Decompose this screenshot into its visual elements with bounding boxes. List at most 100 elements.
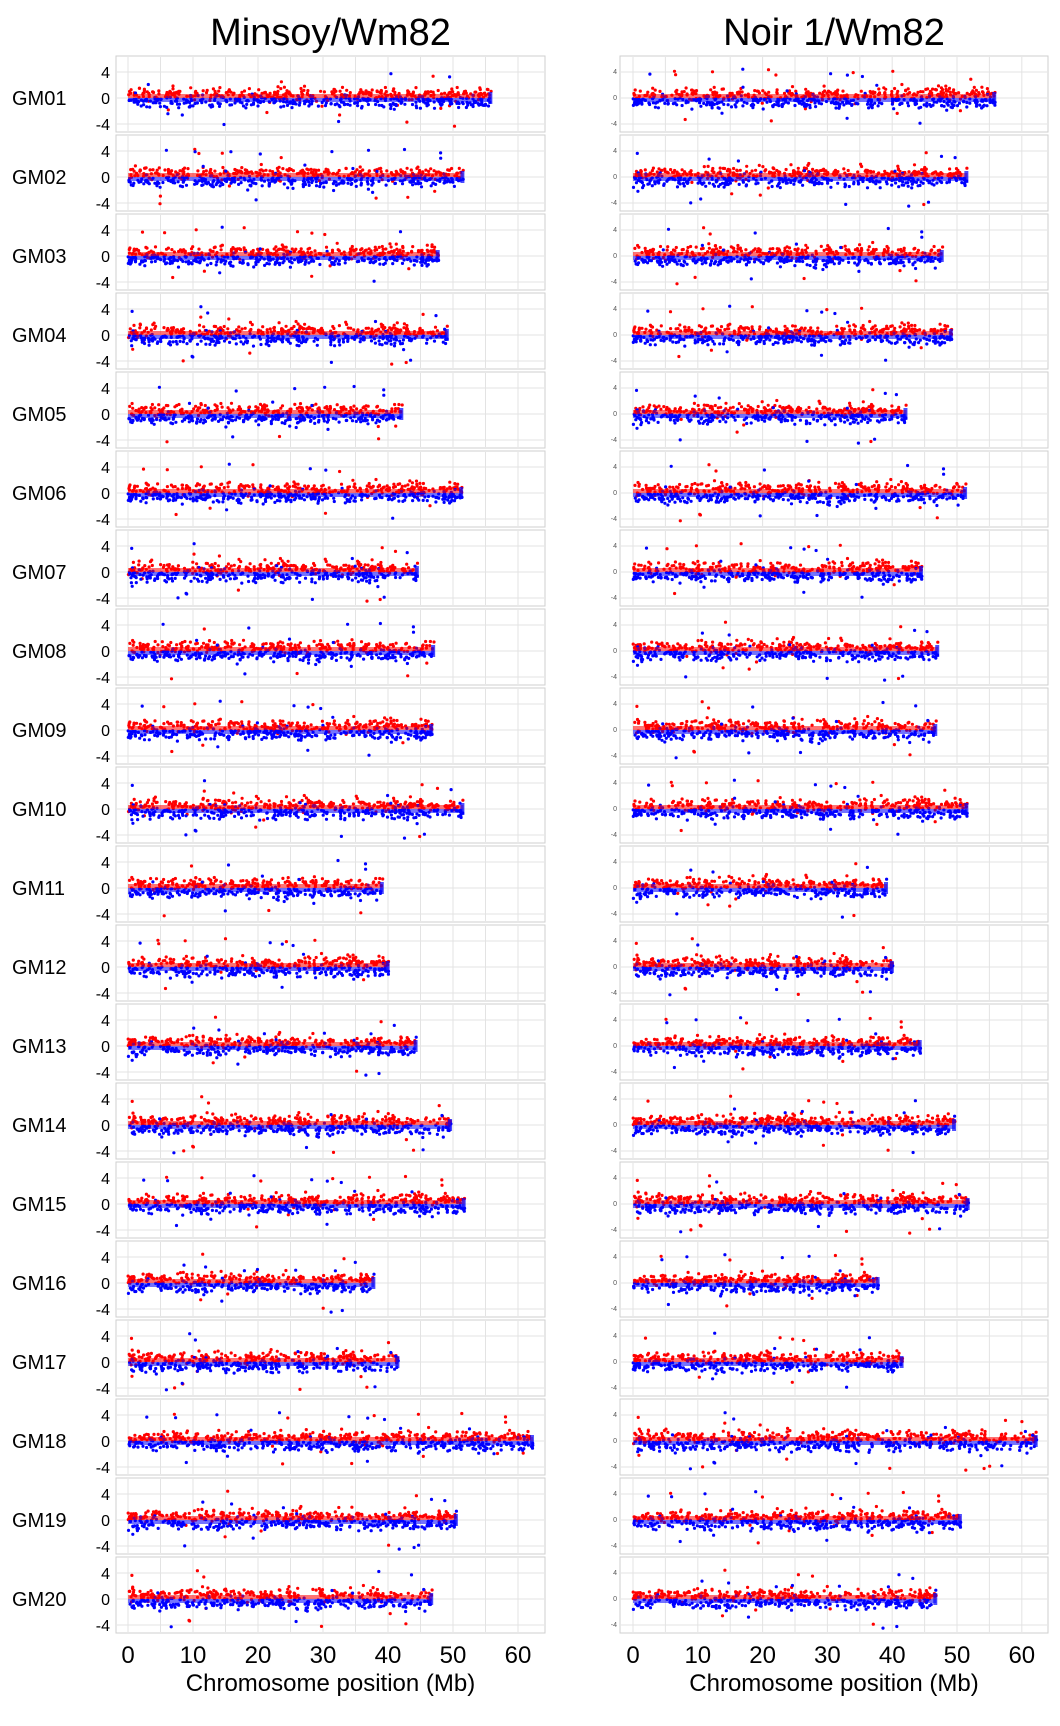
data-point-red (171, 276, 174, 279)
data-point-blue (275, 564, 278, 567)
data-point-red (220, 483, 223, 486)
data-point-red (134, 164, 137, 167)
data-point-blue (298, 104, 301, 107)
data-point-blue (252, 265, 255, 268)
data-point-blue (204, 498, 207, 501)
data-point-red (395, 642, 398, 645)
data-point-red (209, 168, 212, 171)
y-tick-label: 0 (101, 486, 110, 503)
data-point-red (279, 87, 282, 90)
data-point-blue (257, 260, 260, 263)
data-point-blue (196, 343, 199, 346)
data-point-blue (417, 182, 420, 185)
y-tick-label: 4 (101, 302, 110, 319)
data-point-red (253, 565, 256, 568)
data-point-blue (216, 499, 219, 502)
data-point-red (393, 403, 396, 406)
data-point-red (142, 468, 145, 471)
data-point-red (382, 644, 385, 647)
data-point-red (206, 562, 209, 565)
data-point-red (144, 406, 147, 409)
data-point-blue (231, 435, 234, 438)
data-point-red (371, 558, 374, 561)
data-point-blue (332, 497, 335, 500)
data-point-blue (280, 581, 283, 584)
data-point-blue (413, 263, 416, 266)
data-point-blue (375, 170, 378, 173)
data-point-blue (154, 260, 157, 263)
data-point-red (374, 246, 377, 249)
y-tick-label: 0 (101, 407, 110, 424)
data-point-blue (146, 577, 149, 580)
data-point-blue (311, 598, 314, 601)
y-tick-label: 0 (101, 328, 110, 345)
data-point-blue (359, 340, 362, 343)
data-point-red (157, 403, 160, 406)
data-point-blue (434, 500, 437, 503)
data-point-blue (188, 402, 191, 405)
data-point-blue (172, 340, 175, 343)
data-point-blue (239, 340, 242, 343)
data-point-red (392, 483, 395, 486)
data-point-red (171, 84, 174, 87)
data-point-blue (246, 188, 249, 191)
data-point-blue (187, 262, 190, 265)
data-point-red (368, 247, 371, 250)
data-point-blue (344, 261, 347, 264)
data-point-blue (457, 106, 460, 109)
data-point-blue (242, 261, 245, 264)
data-point-red (375, 405, 378, 408)
data-point-blue (313, 340, 316, 343)
data-point-red (424, 169, 427, 172)
data-point-red (300, 247, 303, 250)
data-band-red (128, 410, 402, 414)
data-point-red (422, 482, 425, 485)
data-point-red (288, 485, 291, 488)
data-point-red (158, 202, 161, 205)
data-point-blue (316, 344, 319, 347)
data-point-red (383, 486, 386, 489)
data-point-red (296, 230, 299, 233)
data-point-blue (254, 182, 257, 185)
data-point-blue (284, 419, 287, 422)
data-point-red (161, 640, 164, 643)
data-point-red (291, 247, 294, 250)
data-point-blue (408, 339, 411, 342)
data-point-blue (230, 103, 233, 106)
data-point-red (244, 484, 247, 487)
data-point-red (151, 168, 154, 171)
data-point-red (247, 406, 250, 409)
data-point-red (433, 249, 436, 252)
data-point-red (392, 486, 395, 489)
data-point-red (380, 170, 383, 173)
data-point-blue (332, 641, 335, 644)
data-point-blue (321, 498, 324, 501)
data-point-red (381, 245, 384, 248)
data-point-red (394, 425, 397, 428)
data-point-red (377, 437, 380, 440)
data-point-blue (254, 263, 257, 266)
data-point-red (429, 249, 432, 252)
data-point-red (210, 563, 213, 566)
data-point-red (432, 75, 435, 78)
data-point-red (313, 484, 316, 487)
data-point-red (478, 86, 481, 89)
data-point-red (202, 642, 205, 645)
data-point-red (138, 560, 141, 563)
data-point-blue (395, 104, 398, 107)
data-point-red (198, 324, 201, 327)
data-point-blue (148, 106, 151, 109)
data-point-blue (291, 187, 294, 190)
data-band-end (399, 408, 403, 420)
data-point-blue (453, 185, 456, 188)
data-point-blue (462, 102, 465, 105)
data-point-red (310, 275, 313, 278)
data-point-blue (215, 260, 218, 263)
data-point-red (180, 328, 183, 331)
data-point-red (367, 642, 370, 645)
data-point-blue (144, 655, 147, 658)
data-point-red (131, 407, 134, 410)
data-point-blue (281, 421, 284, 424)
data-point-blue (338, 339, 341, 342)
data-point-blue (239, 658, 242, 661)
